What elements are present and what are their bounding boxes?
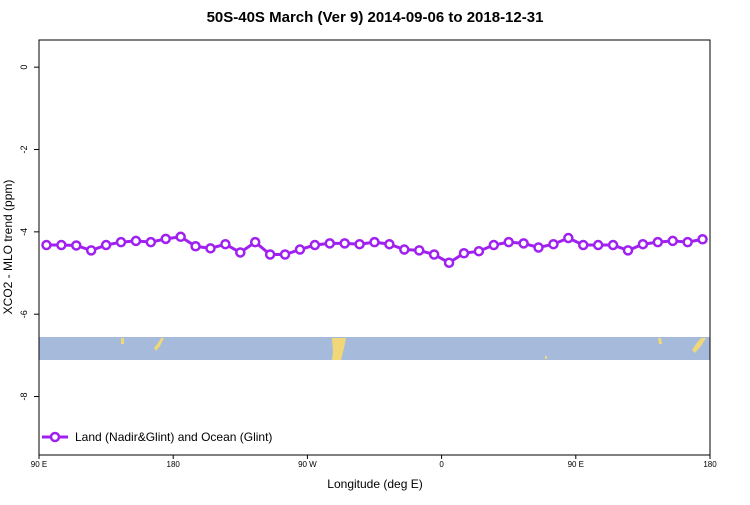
x-tick-label: 180	[703, 460, 717, 469]
point	[607, 239, 619, 251]
point	[518, 238, 529, 249]
point	[443, 257, 455, 268]
chart-title: 50S-40S March (Ver 9) 2014-09-06 to 2018…	[207, 9, 544, 26]
point	[622, 245, 634, 256]
point	[399, 244, 410, 255]
point	[697, 234, 708, 245]
point	[413, 245, 425, 256]
x-axis-label: Longitude (deg E)	[327, 477, 422, 491]
point	[682, 236, 693, 248]
point	[369, 236, 380, 248]
point	[175, 231, 186, 243]
x-tick-label: 90 E	[31, 460, 47, 469]
point	[592, 239, 604, 251]
point	[294, 244, 306, 255]
point	[428, 249, 440, 260]
point	[56, 239, 67, 251]
point	[264, 249, 276, 260]
point	[563, 232, 574, 244]
y-tick-label: 0	[19, 65, 29, 70]
point	[130, 235, 142, 247]
x-tick-label: 90 W	[298, 460, 317, 469]
point	[309, 239, 321, 251]
point	[637, 238, 649, 250]
map-strip	[39, 337, 710, 360]
y-tick-label: -2	[19, 146, 29, 154]
point	[533, 242, 544, 253]
point	[235, 247, 246, 258]
legend-label: Land (Nadir&Glint) and Ocean (Glint)	[75, 430, 272, 444]
point	[249, 236, 261, 248]
point	[354, 238, 365, 250]
point	[458, 248, 470, 259]
point	[667, 235, 678, 247]
point	[85, 245, 97, 256]
point	[279, 249, 291, 260]
point	[339, 238, 350, 249]
point	[488, 239, 500, 251]
point	[41, 239, 52, 251]
x-tick-label: 0	[439, 460, 444, 469]
y-axis-label: XCO2 - MLO trend (ppm)	[1, 180, 15, 315]
point	[71, 240, 82, 251]
point	[473, 245, 485, 257]
point	[652, 236, 664, 248]
y-tick-label: -4	[19, 228, 29, 236]
y-tick-label: -6	[19, 310, 29, 318]
point	[190, 241, 201, 252]
point	[384, 238, 395, 250]
x-tick-label: 180	[167, 460, 181, 469]
point	[205, 243, 216, 254]
point	[548, 238, 559, 250]
ocean-band	[39, 337, 710, 360]
legend-marker	[49, 431, 61, 443]
point	[115, 236, 127, 248]
point	[578, 239, 589, 251]
point	[160, 233, 171, 245]
y-tick-label: -8	[19, 393, 29, 401]
point	[220, 238, 231, 250]
point	[503, 236, 514, 248]
point	[324, 238, 336, 249]
x-tick-label: 90 E	[568, 460, 584, 469]
plot-frame	[38, 39, 711, 456]
point	[145, 236, 157, 248]
point	[100, 239, 112, 251]
